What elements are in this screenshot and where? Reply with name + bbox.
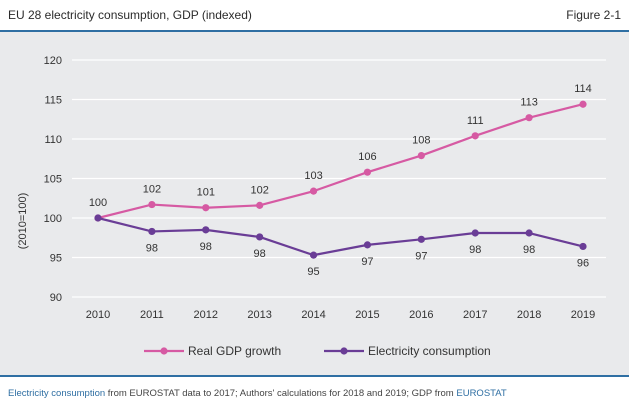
x-tick-label: 2014: [301, 309, 325, 321]
gdp-line: [97, 103, 584, 220]
x-tick-label: 2018: [517, 309, 541, 321]
x-tick-label: 2015: [355, 309, 379, 321]
gdp-point: [471, 132, 479, 140]
source-link-eurostat[interactable]: EUROSTAT: [456, 388, 507, 399]
electricity-data-label: 98: [200, 241, 212, 253]
y-tick-label: 115: [44, 95, 62, 107]
electricity-data-label: 98: [254, 248, 266, 260]
electricity-point: [417, 235, 425, 243]
legend-gdp-label: Real GDP growth: [188, 344, 281, 358]
y-tick-label: 90: [50, 292, 62, 304]
grid-lines: [72, 59, 606, 298]
gdp-data-label: 108: [412, 135, 430, 147]
electricity-data-label: 95: [307, 266, 319, 278]
electricity-point: [579, 242, 587, 251]
electricity-data-label: 98: [146, 242, 158, 254]
gdp-data-label: 106: [358, 151, 376, 163]
electricity-point: [525, 229, 533, 237]
footer-divider: [0, 375, 629, 377]
gdp-point: [417, 151, 425, 160]
figure-label: Figure 2-1: [566, 8, 621, 22]
chart-header: EU 28 electricity consumption, GDP (inde…: [0, 0, 629, 30]
electricity-point: [256, 233, 264, 241]
y-tick-label: 100: [44, 213, 62, 225]
electricity-point: [309, 251, 318, 259]
header-divider: [0, 30, 629, 32]
gdp-point: [309, 187, 318, 195]
electricity-data-label: 97: [361, 256, 373, 268]
gdp-data-label: 113: [520, 97, 538, 109]
electricity-point: [363, 241, 372, 249]
gdp-data-label: 111: [467, 115, 484, 127]
y-axis: 90 95 100 105 110 115 120: [44, 55, 62, 304]
x-tick-label: 2017: [463, 309, 487, 321]
gdp-data-label: 103: [304, 170, 322, 182]
y-tick-label: 120: [44, 55, 62, 67]
gdp-data-label: 100: [89, 197, 107, 209]
legend-electricity-label: Electricity consumption: [368, 344, 491, 358]
gdp-data-label: 101: [197, 187, 215, 199]
gdp-data-label: 102: [143, 184, 161, 196]
gdp-point: [256, 201, 264, 209]
legend: Real GDP growth Electricity consumption: [144, 344, 491, 358]
x-tick-label: 2012: [194, 309, 218, 321]
electricity-point: [148, 227, 156, 236]
y-tick-label: 105: [44, 174, 62, 186]
electricity-data-label: 98: [523, 244, 535, 256]
electricity-data-label: 98: [469, 244, 481, 256]
electricity-point: [94, 214, 102, 222]
x-tick-label: 2019: [571, 309, 595, 321]
gdp-data-label: 102: [250, 184, 268, 196]
y-tick-label: 95: [50, 253, 62, 265]
series: 100 102 101 102 103 106 108 111 113 114 98 98 98 95 97…: [89, 83, 592, 278]
gdp-point: [202, 204, 210, 212]
gdp-point: [525, 114, 533, 122]
source-link-electricity[interactable]: Electricity consumption: [8, 388, 106, 399]
chart-panel: 90 95 100 105 110 115 120 (2010=100) 2010 2011 2…: [0, 32, 629, 375]
electricity-point: [202, 226, 210, 234]
y-tick-label: 110: [44, 134, 62, 146]
y-axis-title: (2010=100): [17, 193, 29, 250]
source-note: Electricity consumption from EUROSTAT da…: [8, 388, 623, 399]
source-text: from EUROSTAT data to 2017; Authors' cal…: [105, 388, 457, 399]
x-tick-label: 2011: [140, 309, 164, 321]
gdp-point: [363, 168, 372, 176]
electricity-data-label: 96: [577, 257, 589, 269]
electricity-data-label: 97: [415, 250, 427, 262]
x-tick-label: 2010: [86, 309, 110, 321]
electricity-line: [97, 216, 584, 257]
x-axis: 2010 2011 2012 2013 2014 2015 2016 2017 2018 2019: [86, 309, 595, 321]
electricity-point: [471, 229, 479, 237]
x-tick-label: 2013: [247, 309, 271, 321]
legend-gdp-marker: [160, 347, 168, 355]
gdp-point: [579, 100, 587, 108]
gdp-data-label: 114: [574, 83, 592, 95]
legend-electricity-marker: [340, 347, 348, 355]
chart-title: EU 28 electricity consumption, GDP (inde…: [8, 8, 252, 22]
x-tick-label: 2016: [409, 309, 433, 321]
gdp-point: [148, 200, 156, 209]
